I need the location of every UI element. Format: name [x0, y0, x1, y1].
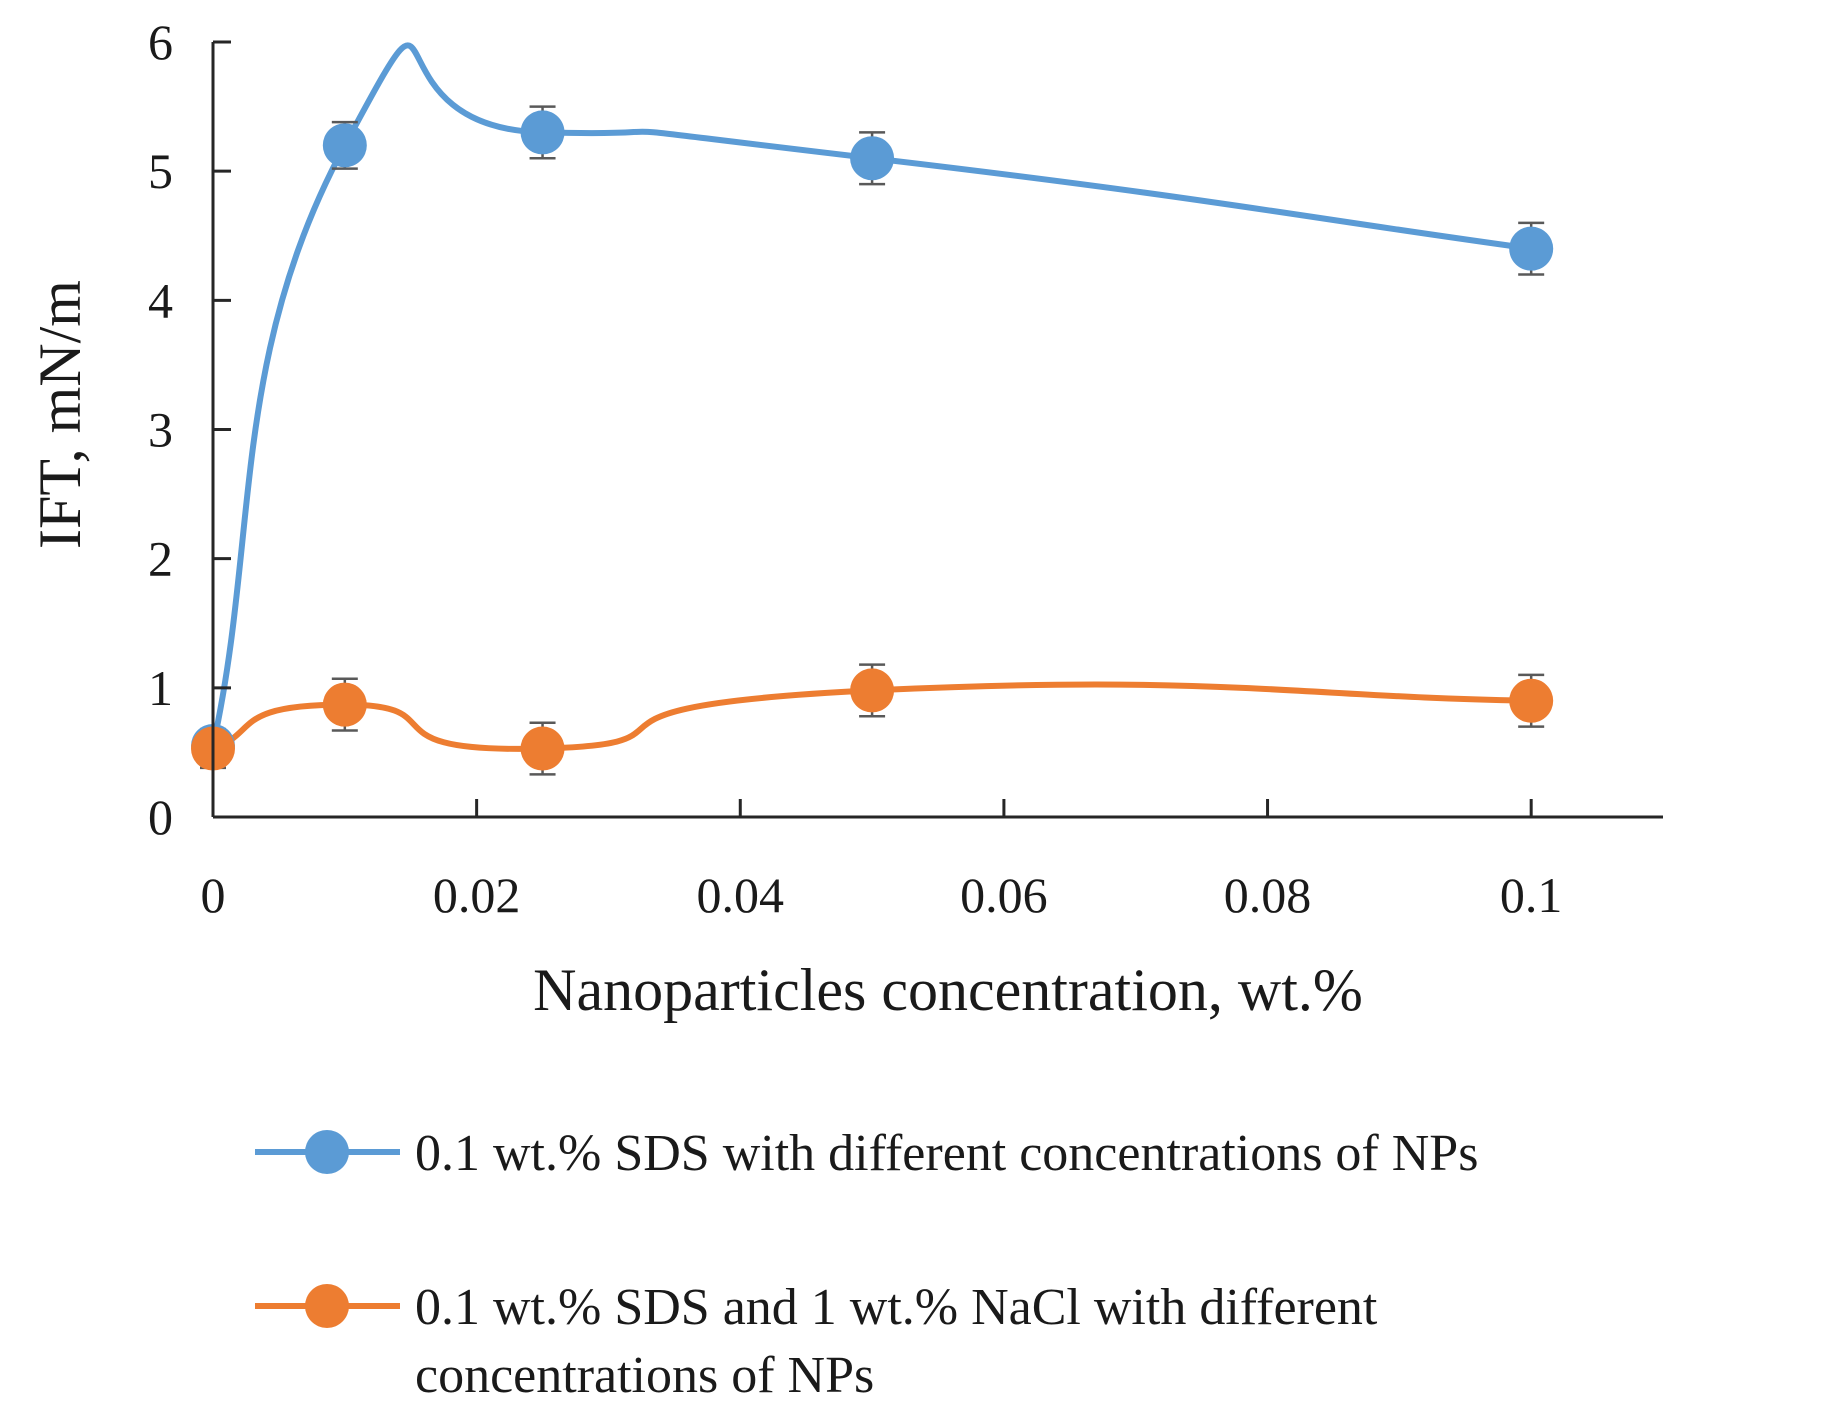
x-tick-label: 0.1	[1500, 867, 1563, 923]
axes-layer	[211, 40, 1663, 819]
legend-2-label: concentrations of NPs	[415, 1347, 874, 1404]
series-2-point	[1509, 678, 1554, 723]
x-tick-label: 0.08	[1224, 867, 1312, 923]
y-tick-label: 1	[148, 660, 173, 716]
y-axis-title: IFT, mN/m	[27, 280, 93, 549]
legend-2-swatch-marker	[305, 1284, 349, 1328]
series-1-point	[850, 136, 895, 181]
series-2-point	[322, 682, 367, 727]
legend-1-swatch-marker	[305, 1130, 349, 1174]
x-tick-label: 0.06	[960, 867, 1048, 923]
series-1-point	[1509, 226, 1554, 271]
legend-1-label: 0.1 wt.% SDS with different concentratio…	[415, 1125, 1478, 1182]
x-axis-title: Nanoparticles concentration, wt.%	[533, 957, 1363, 1023]
x-tick-label: 0	[201, 867, 226, 923]
legend-2-label: 0.1 wt.% SDS and 1 wt.% NaCl with differ…	[415, 1279, 1378, 1336]
series-1-point	[520, 110, 565, 155]
y-tick-label: 6	[148, 14, 173, 70]
x-tick-label: 0.02	[433, 867, 521, 923]
y-tick-label: 2	[148, 531, 173, 587]
y-tick-label: 0	[148, 789, 173, 845]
series-2-point	[850, 668, 895, 713]
series-1-point	[322, 123, 367, 168]
x-tick-label: 0.04	[697, 867, 785, 923]
series-2-point	[520, 726, 565, 771]
y-tick-label: 5	[148, 143, 173, 199]
legend-layer: 0.1 wt.% SDS with different concentratio…	[255, 1125, 1478, 1404]
y-tick-label: 3	[148, 402, 173, 458]
series-layer	[191, 42, 1554, 776]
labels-layer: 0 1 2 3 4 5 6 0 0.02 0.04 0.06 0.08 0.1 Nanoparticles…	[27, 14, 1562, 1023]
y-tick-label: 4	[148, 272, 173, 328]
